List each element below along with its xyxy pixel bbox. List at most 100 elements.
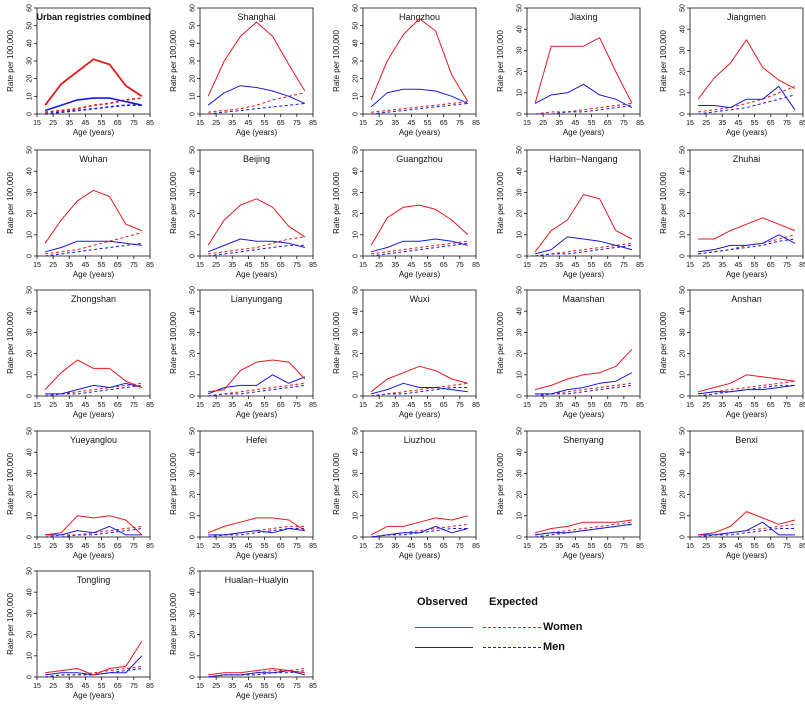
panel-title: Zhongshan [71,294,116,304]
y-axis-label: Rate per 100,000 [169,30,178,92]
series-women-expected [45,525,142,538]
panel-frame [362,430,477,538]
y-tick-label: 30 [27,328,34,336]
x-tick-label: 15 [33,262,41,269]
y-tick-label: 20 [517,68,524,76]
x-tick-label: 55 [261,120,269,127]
y-tick-label: 30 [680,469,687,477]
x-tick-label: 25 [375,120,383,127]
x-tick-label: 55 [98,683,106,690]
y-tick-label: 20 [27,631,34,639]
x-tick-label: 25 [375,402,383,409]
x-axis-label: Age (years) [73,270,115,279]
y-tick-label: 30 [190,609,197,617]
y-tick-label: 30 [27,609,34,617]
y-axis-label: Rate per 100,000 [332,453,341,515]
series-women-observed [207,21,306,97]
x-tick-label: 25 [49,683,57,690]
series-women-observed [370,18,469,102]
x-axis-label: Age (years) [563,551,605,560]
x-tick-label: 35 [555,262,563,269]
series-women-observed [697,374,795,393]
y-tick-label: 50 [353,286,360,294]
x-tick-label: 75 [783,543,791,550]
x-tick-label: 85 [799,120,805,127]
x-tick-label: 65 [114,120,122,127]
panel-title: Wuhan [79,154,107,164]
series-men-observed [535,523,632,536]
x-tick-label: 35 [65,683,73,690]
panel-title: Harbin−Nangang [549,154,617,164]
x-tick-label: 85 [636,402,644,409]
y-tick-label: 30 [190,469,197,477]
series-men-observed [698,384,795,395]
x-tick-label: 85 [146,402,154,409]
x-tick-label: 45 [245,402,253,409]
panel-frame [36,149,151,257]
y-tick-label: 0 [190,675,197,679]
y-tick-label: 10 [517,371,524,379]
series-men-observed [535,372,633,395]
x-axis-label: Age (years) [73,691,115,700]
y-tick-label: 40 [680,167,687,175]
x-tick-label: 35 [228,683,236,690]
y-tick-label: 10 [680,89,687,97]
y-tick-label: 20 [27,75,34,83]
y-tick-label: 20 [680,350,687,358]
y-tick-label: 30 [353,469,360,477]
x-axis-label: Age (years) [563,270,605,279]
y-tick-label: 20 [517,210,524,218]
y-axis-label: Rate per 100,000 [659,30,668,92]
panel-20: Tongling 0 10 20 30 40 50 15 25 35 45 55 65 75 85 Age (… [6,567,154,700]
x-tick-label: 85 [309,683,317,690]
series-women-observed [44,359,143,390]
x-tick-label: 55 [588,543,596,550]
panel-title: Jiangmen [727,12,766,22]
x-tick-label: 25 [212,543,220,550]
x-tick-label: 55 [98,120,106,127]
x-tick-label: 15 [523,120,531,127]
x-tick-label: 65 [440,402,448,409]
x-tick-label: 45 [245,543,253,550]
y-tick-label: 0 [680,394,687,398]
y-tick-label: 0 [190,112,197,116]
x-tick-label: 65 [277,543,285,550]
panel-12: Wuxi 0 10 20 30 40 50 15 25 35 45 55 65 75 85 Age (year… [332,286,480,419]
series-women-observed [697,39,796,100]
x-axis-label: Age (years) [399,410,441,419]
y-tick-label: 20 [517,350,524,358]
y-axis-label: Rate per 100,000 [169,453,178,515]
x-tick-label: 85 [309,120,317,127]
y-tick-label: 10 [353,231,360,239]
x-tick-label: 45 [735,543,743,550]
x-tick-label: 45 [572,402,580,409]
y-tick-label: 40 [353,448,360,456]
panel-13: Maanshan 0 10 20 30 40 50 15 25 35 45 55 65 75 85 Age (… [496,286,644,419]
y-tick-label: 50 [190,567,197,575]
series-men-observed [698,521,795,536]
series-women-observed [207,517,306,534]
y-tick-label: 30 [190,188,197,196]
y-axis-label: Rate per 100,000 [332,172,341,234]
series-women-observed [534,349,633,391]
panel-4: Jiangmen 0 10 20 30 40 50 15 25 35 45 55 65 75 85 Age (… [659,4,805,137]
panel-title: Shenyang [563,435,604,445]
panel-frame [199,430,314,538]
series-men-expected [45,384,142,397]
x-tick-label: 75 [130,120,138,127]
y-axis-label: Rate per 100,000 [6,593,15,655]
y-tick-label: 50 [353,427,360,435]
x-tick-label: 65 [440,120,448,127]
series-men-observed [371,525,469,538]
x-tick-label: 35 [555,402,563,409]
x-axis-label: Age (years) [563,128,605,137]
x-axis-label: Age (years) [236,128,278,137]
y-tick-label: 10 [190,371,197,379]
series-women-expected [208,92,306,113]
x-axis-label: Age (years) [73,128,115,137]
x-axis-label: Age (years) [73,410,115,419]
y-axis-label: Rate per 100,000 [6,453,15,515]
y-tick-label: 50 [27,286,34,294]
x-tick-label: 45 [245,120,253,127]
x-tick-label: 75 [293,683,301,690]
